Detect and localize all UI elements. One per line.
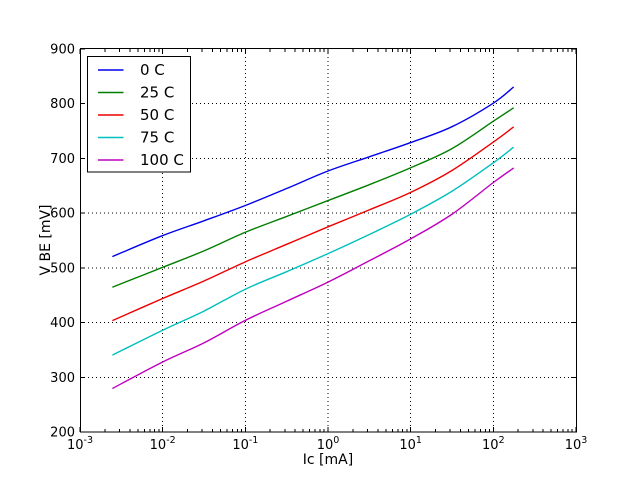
legend-label: 25 C (140, 84, 174, 102)
legend-item: 100 C (98, 151, 184, 169)
x-tick-label: 103 (565, 435, 588, 453)
x-tick-labels: 10-3 10-2 10-1 100 101 102 103 (67, 435, 587, 453)
legend-label: 0 C (140, 61, 165, 79)
legend-box (87, 56, 191, 173)
x-axis-label: Ic [mA] (303, 452, 353, 468)
y-tick-label: 700 (50, 152, 75, 167)
tick-layer (79, 48, 577, 433)
series-layer (112, 86, 514, 389)
legend-item: 50 C (98, 106, 174, 124)
series-line-0-c (112, 86, 514, 258)
y-axis-label: V BE [mV] (38, 204, 54, 275)
x-tick-label: 102 (482, 435, 505, 453)
x-tick-label: 101 (399, 435, 422, 453)
legend-item: 75 C (98, 129, 174, 147)
y-tick-label: 500 (50, 261, 75, 276)
series-line-50-c (112, 126, 514, 322)
y-tick-labels: 200 300 400 500 600 700 800 900 (50, 43, 75, 441)
legend: 0 C 25 C 50 C 75 C 100 C (87, 56, 191, 173)
plot-frame (80, 48, 577, 433)
y-tick-label: 600 (50, 207, 75, 222)
y-tick-label: 900 (50, 43, 75, 58)
y-tick-label: 300 (50, 371, 75, 386)
legend-label: 100 C (140, 151, 184, 169)
x-tick-label: 100 (317, 435, 340, 453)
x-tick-label: 10-2 (150, 435, 176, 453)
legend-item: 25 C (98, 84, 174, 102)
y-tick-label: 800 (50, 97, 75, 112)
series-line-25-c (112, 107, 514, 288)
series-line-75-c (112, 146, 514, 356)
y-tick-label: 200 (50, 426, 75, 441)
series-line-100-c (112, 167, 514, 389)
legend-label: 50 C (140, 106, 174, 124)
y-tick-label: 400 (50, 316, 75, 331)
grid-layer (80, 49, 576, 432)
x-tick-label: 10-1 (232, 435, 258, 453)
legend-label: 75 C (140, 129, 174, 147)
legend-item: 0 C (98, 61, 165, 79)
